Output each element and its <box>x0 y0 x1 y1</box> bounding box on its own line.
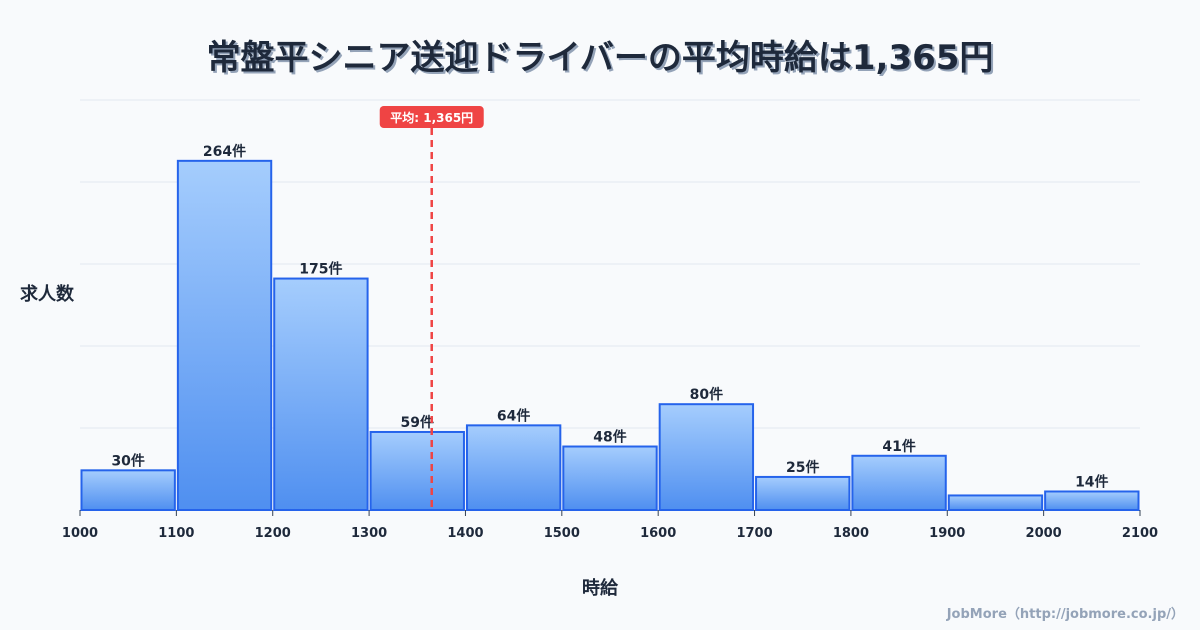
bar-value-label: 64件 <box>497 407 530 424</box>
histogram-bar <box>273 277 369 512</box>
histogram-bar <box>80 469 176 511</box>
histogram-bar <box>1044 490 1140 511</box>
mean-badge <box>379 106 484 128</box>
bar-value-label: 59件 <box>401 414 434 431</box>
histogram-bar <box>658 403 755 511</box>
histogram-bar <box>851 454 947 512</box>
bar-value-label: 48件 <box>593 429 626 446</box>
credit-text: JobMore（http://jobmore.co.jp/） <box>946 607 1184 622</box>
x-tick-label: 1200 <box>255 526 291 541</box>
histogram-bar <box>176 159 273 511</box>
chart-title: 常盤平シニア送迎ドライバーの平均時給は1,365円 <box>206 38 994 78</box>
x-tick-label: 1100 <box>158 526 194 541</box>
x-tick-label: 1300 <box>351 526 387 541</box>
mean-label: 平均: 1,365円 <box>390 110 473 125</box>
histogram-bar <box>369 430 465 511</box>
x-tick-label: 1000 <box>62 526 98 541</box>
x-tick-label: 1400 <box>447 526 483 541</box>
x-tick-label: 1500 <box>544 526 580 541</box>
bar-value-label: 80件 <box>690 386 723 403</box>
histogram-bar <box>465 424 562 511</box>
bar-value-label: 264件 <box>203 143 246 160</box>
x-tick-label: 2100 <box>1122 526 1158 541</box>
x-tick-label: 1700 <box>736 526 772 541</box>
bar-value-label: 175件 <box>299 261 342 278</box>
bar-value-label: 14件 <box>1075 473 1108 490</box>
y-axis-label: 求人数 <box>20 284 74 305</box>
x-axis-label: 時給 <box>582 578 618 599</box>
bar-value-label: 30件 <box>111 452 144 469</box>
x-tick-label: 1800 <box>833 526 869 541</box>
histogram-bar <box>755 475 851 512</box>
x-tick-label: 2000 <box>1026 526 1062 541</box>
x-tick-label: 1900 <box>929 526 965 541</box>
bar-value-label: 41件 <box>882 438 915 455</box>
histogram-bar <box>562 445 658 512</box>
x-tick-label: 1600 <box>640 526 676 541</box>
histogram-bar <box>947 494 1044 511</box>
bar-value-label: 25件 <box>786 459 819 476</box>
